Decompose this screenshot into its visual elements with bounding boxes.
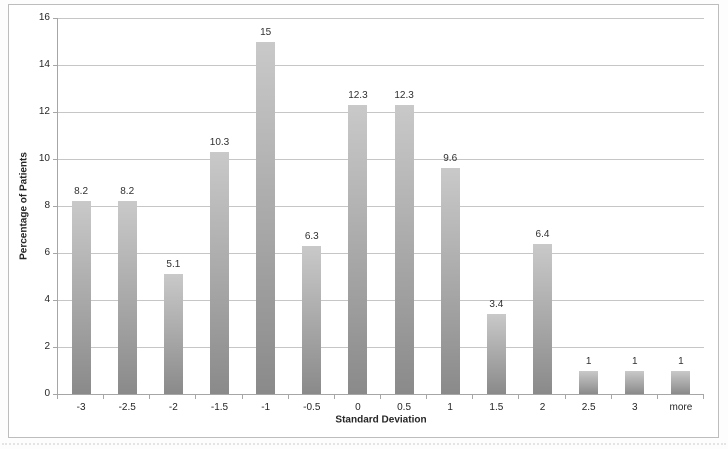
bar — [117, 201, 137, 394]
bar-value-label: 10.3 — [209, 136, 230, 148]
x-tick-mark — [149, 394, 151, 399]
gridline — [58, 206, 704, 207]
bar — [486, 314, 506, 394]
y-tick-mark — [53, 18, 58, 19]
y-tick-mark — [53, 394, 58, 395]
y-tick-label: 4 — [44, 294, 50, 305]
x-tick-mark — [564, 394, 566, 399]
y-tick-mark — [53, 253, 58, 254]
gridline — [58, 347, 704, 348]
bar-value-label: 6.3 — [304, 230, 319, 242]
bar-value-label: 3.4 — [489, 299, 504, 311]
x-tick-label: 0.5 — [397, 402, 412, 413]
bar — [625, 370, 645, 394]
gridline — [58, 253, 704, 254]
gridline — [58, 159, 704, 160]
gridline — [58, 300, 704, 301]
page-divider-line — [2, 443, 726, 445]
bar-value-label: 15 — [260, 26, 272, 38]
bar — [302, 245, 322, 394]
bar-value-label: 9.6 — [443, 153, 458, 165]
bar — [71, 201, 91, 394]
y-tick-label: 2 — [44, 341, 50, 352]
bar-value-label: 8.2 — [120, 186, 135, 198]
y-tick-label: 0 — [44, 388, 50, 399]
x-tick-label: -3 — [76, 402, 86, 413]
x-axis-title: Standard Deviation — [335, 414, 427, 426]
x-tick-label: 1 — [447, 402, 453, 413]
y-tick-mark — [53, 347, 58, 348]
y-tick-label: 12 — [38, 106, 50, 117]
x-tick-mark — [703, 394, 704, 399]
plot-area: 0 2 4 6 8 10 12 14 16 8.2 -3 8.2 -2.5 5.1 -2 10.3 -1.5 15… — [39, 13, 704, 413]
bar — [210, 151, 229, 394]
x-tick-mark — [380, 394, 381, 399]
bar — [579, 370, 599, 394]
x-tick-mark — [426, 394, 428, 399]
y-tick-mark — [53, 159, 58, 160]
x-tick-label: -1.5 — [210, 402, 229, 413]
x-tick-label: 2.5 — [581, 402, 596, 413]
bar-value-label: 5.1 — [166, 259, 181, 271]
x-tick-label: 0 — [355, 402, 361, 413]
x-tick-mark — [241, 394, 243, 399]
bar-value-label: 6.4 — [535, 228, 550, 240]
y-tick-mark — [53, 300, 58, 301]
x-tick-label: 1.5 — [489, 402, 504, 413]
bar — [256, 41, 276, 394]
bar-value-label: 1 — [678, 355, 684, 367]
bar-value-label: 8.2 — [74, 186, 89, 198]
bar-value-label: 1 — [632, 355, 638, 367]
x-tick-label: -0.5 — [303, 402, 321, 413]
x-tick-label: -2 — [168, 402, 178, 413]
x-tick-mark — [195, 394, 197, 399]
bar — [163, 274, 183, 394]
y-tick-label: 6 — [44, 247, 50, 258]
x-tick-mark — [103, 394, 105, 399]
x-tick-label: 2 — [539, 402, 546, 413]
bar-value-label: 12.3 — [348, 89, 368, 101]
x-tick-mark — [518, 394, 520, 399]
bar — [671, 370, 691, 394]
x-tick-mark — [57, 394, 58, 399]
y-tick-label: 8 — [44, 200, 50, 211]
y-tick-label: 10 — [38, 153, 50, 164]
x-tick-mark — [656, 394, 658, 399]
bar-value-label: 12.3 — [394, 89, 414, 101]
y-tick-label: 16 — [38, 12, 50, 23]
x-tick-mark — [287, 394, 289, 399]
bar — [533, 243, 552, 394]
bar — [348, 104, 368, 394]
y-tick-mark — [53, 112, 58, 113]
x-tick-label: -2.5 — [118, 402, 136, 413]
x-tick-mark — [333, 394, 335, 399]
bar — [440, 168, 460, 394]
x-tick-label: 3 — [632, 402, 638, 413]
x-tick-mark — [610, 394, 612, 399]
y-tick-mark — [53, 65, 58, 66]
gridline — [58, 112, 704, 113]
x-tick-label: -1 — [261, 402, 271, 413]
gridline — [58, 18, 704, 19]
gridline — [58, 65, 704, 66]
bar-value-label: 1 — [585, 355, 592, 367]
y-tick-mark — [53, 206, 58, 207]
x-tick-label: more — [669, 402, 693, 413]
bar — [394, 104, 414, 394]
y-tick-label: 14 — [38, 59, 50, 70]
x-tick-mark — [472, 394, 474, 399]
